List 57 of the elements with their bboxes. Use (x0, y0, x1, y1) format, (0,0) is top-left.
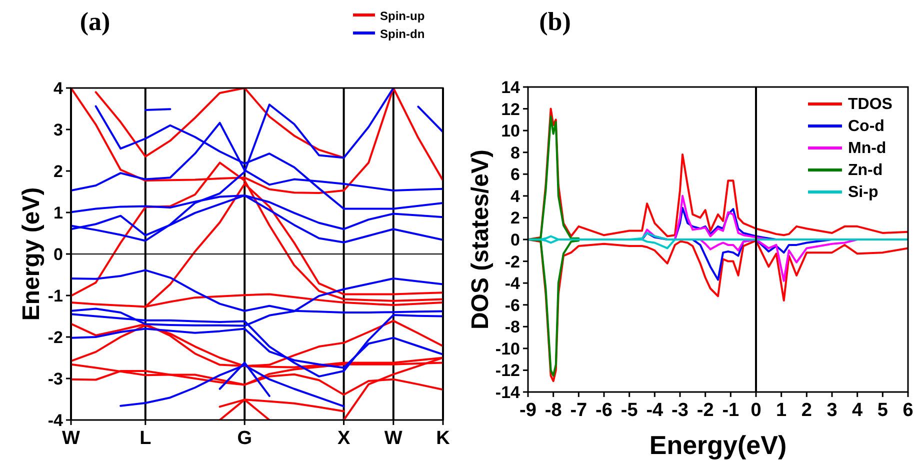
legend-label: Si-p (848, 184, 878, 201)
y-tick-label: -2 (48, 328, 63, 347)
x-tick-label: K (436, 428, 450, 449)
y-tick-label: -10 (495, 339, 520, 358)
y-tick-label: -6 (504, 296, 520, 315)
x-tick-label: 2 (801, 400, 812, 421)
x-tick-label: -1 (722, 400, 740, 421)
y-tick-label: 0 (510, 230, 520, 250)
y-tick-label: 14 (501, 78, 521, 97)
x-tick-label: X (337, 428, 350, 449)
x-tick-label: -8 (544, 400, 562, 421)
y-tick-label: -14 (495, 383, 521, 402)
x-tick-label: G (237, 428, 252, 449)
x-tick-label: -5 (620, 400, 638, 421)
x-tick-label: -7 (570, 400, 588, 421)
y-tick-label: -1 (48, 286, 63, 306)
x-tick-label: -6 (596, 400, 612, 421)
legend-label: Spin-dn (380, 27, 425, 41)
chart-title: (a) (80, 7, 110, 36)
y-axis-title: Energy (eV) (18, 187, 45, 321)
x-tick-label: -4 (646, 400, 664, 421)
y-tick-label: -2 (504, 252, 520, 272)
y-tick-label: 1 (54, 204, 63, 222)
y-tick-label: 8 (510, 143, 520, 162)
y-tick-label: -8 (504, 318, 520, 337)
x-tick-label: 3 (826, 400, 838, 421)
y-tick-label: 4 (510, 186, 521, 206)
y-tick-label: 2 (54, 162, 63, 181)
x-tick-label: 6 (902, 400, 914, 421)
y-tick-label: 6 (510, 165, 520, 184)
y-tick-label: 12 (501, 100, 520, 119)
x-tick-label: 5 (877, 400, 888, 421)
y-axis-title: DOS (states/eV) (467, 149, 494, 330)
x-tick-label: L (140, 428, 152, 449)
x-tick-label: -3 (672, 400, 688, 421)
y-tick-label: 0 (54, 245, 63, 264)
x-tick-label: W (384, 428, 402, 449)
legend-label: Co-d (848, 118, 884, 135)
x-tick-label: -9 (520, 400, 536, 421)
y-tick-label: -4 (504, 274, 521, 294)
x-tick-label: 1 (776, 400, 788, 421)
legend-label: Zn-d (848, 162, 883, 179)
x-tick-label: 4 (852, 400, 864, 421)
y-tick-label: 2 (510, 208, 520, 228)
x-tick-label: -2 (696, 400, 714, 421)
y-tick-label: -12 (495, 361, 520, 380)
legend-label: TDOS (848, 96, 893, 113)
y-tick-label: 3 (54, 120, 63, 140)
x-axis-title: Energy(eV) (649, 430, 787, 460)
y-tick-label: 10 (501, 122, 520, 141)
x-tick-label: 0 (750, 400, 762, 421)
legend-label: Spin-up (380, 9, 425, 23)
legend-label: Mn-d (848, 140, 886, 157)
y-tick-label: 4 (54, 79, 64, 98)
y-tick-label: -3 (48, 370, 63, 388)
chart-title: (b) (539, 7, 571, 36)
x-tick-label: W (62, 428, 80, 449)
